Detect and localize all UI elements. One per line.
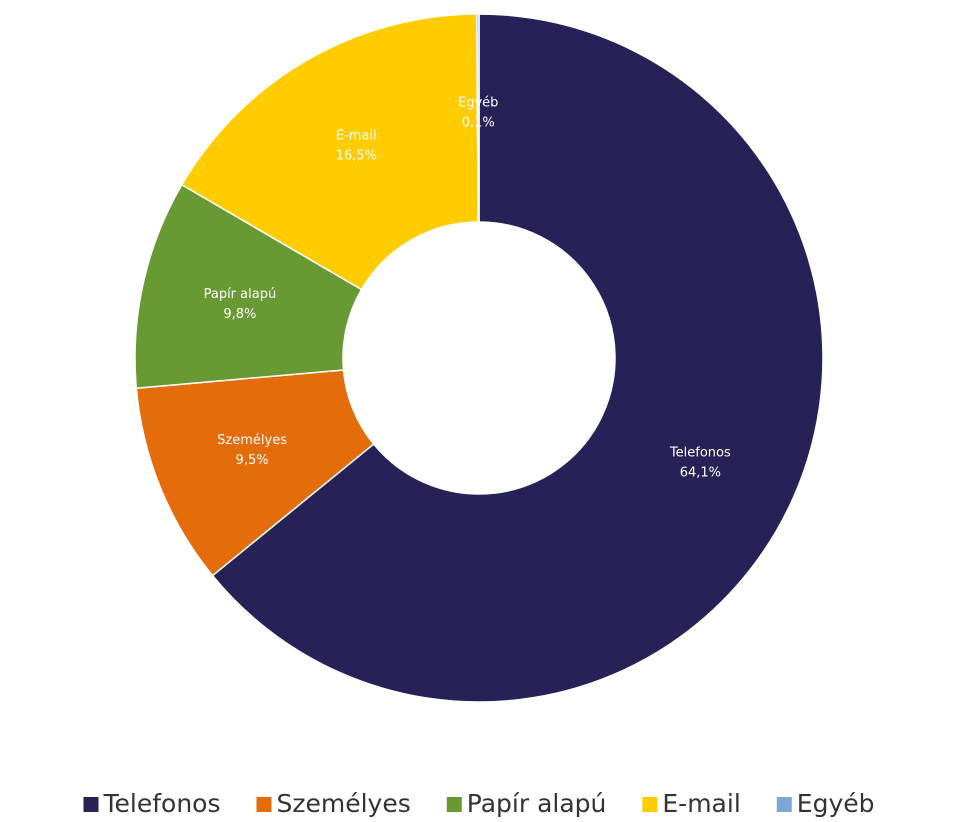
- legend-label: Telefonos: [103, 789, 221, 818]
- legend-swatch: [256, 797, 272, 812]
- legend-label: Papír alapú: [467, 789, 607, 818]
- legend-label: Egyéb: [797, 789, 875, 818]
- data-label-name: Telefonos: [669, 446, 731, 461]
- legend-label: Személyes: [277, 789, 411, 818]
- legend-swatch: [776, 797, 792, 812]
- data-label-value: 0,1%: [462, 116, 495, 131]
- data-label-value: 64,1%: [680, 466, 721, 481]
- data-label-name: Papír alapú: [204, 287, 277, 302]
- legend-label: E-mail: [662, 789, 740, 818]
- data-label-name: E-mail: [336, 128, 377, 143]
- data-label-value: 9,8%: [223, 307, 256, 322]
- donut-slice: [135, 369, 375, 577]
- legend-swatch: [642, 797, 658, 812]
- data-label-value: 16,5%: [336, 148, 377, 163]
- legend-swatch: [83, 797, 99, 812]
- data-label-name: Személyes: [217, 433, 287, 448]
- donut-slice: [134, 183, 363, 390]
- data-label-name: Egyéb: [458, 96, 498, 111]
- legend-swatch: [446, 797, 462, 812]
- donut-slice: [476, 13, 480, 223]
- donut-slice: [211, 13, 824, 703]
- data-label-value: 9,5%: [236, 453, 269, 468]
- donut-slice: [180, 13, 479, 291]
